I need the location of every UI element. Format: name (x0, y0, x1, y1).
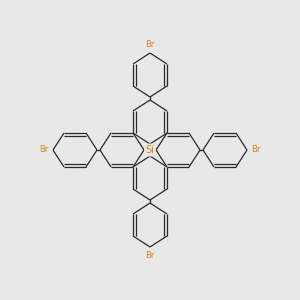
Text: Si: Si (146, 145, 154, 155)
Text: Br: Br (251, 146, 260, 154)
Text: Br: Br (145, 251, 155, 260)
Text: Br: Br (145, 40, 155, 49)
Text: Br: Br (40, 146, 49, 154)
